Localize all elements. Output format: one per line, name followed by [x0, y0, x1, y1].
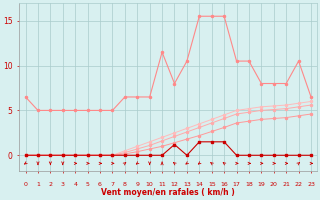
X-axis label: Vent moyen/en rafales ( km/h ): Vent moyen/en rafales ( km/h ) [101, 188, 235, 197]
